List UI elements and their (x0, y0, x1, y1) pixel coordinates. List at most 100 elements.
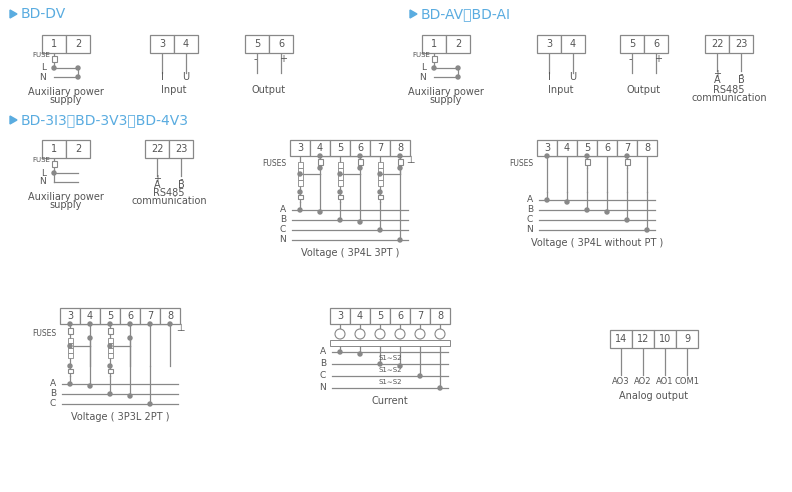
Circle shape (335, 329, 345, 339)
Circle shape (338, 172, 342, 176)
Bar (42, 140, 66, 158)
Circle shape (298, 208, 302, 212)
Polygon shape (10, 116, 17, 124)
Text: 8: 8 (397, 143, 403, 153)
Bar (169, 140, 193, 158)
Text: AO2: AO2 (634, 377, 652, 387)
Text: Input: Input (548, 85, 573, 95)
Text: 3: 3 (546, 39, 552, 49)
Circle shape (358, 166, 362, 170)
Text: Auxiliary power: Auxiliary power (408, 87, 484, 97)
Circle shape (398, 238, 402, 242)
Text: 6: 6 (357, 143, 363, 153)
Bar (557, 140, 577, 156)
Text: 8: 8 (644, 143, 650, 153)
Text: N: N (319, 383, 326, 393)
Bar (298, 174, 303, 180)
Text: 2: 2 (75, 39, 81, 49)
Circle shape (398, 154, 402, 158)
Bar (350, 140, 370, 156)
Text: 14: 14 (615, 334, 627, 344)
Text: Analog output: Analog output (619, 391, 688, 401)
Text: RS485: RS485 (714, 85, 744, 95)
Text: 4: 4 (317, 143, 323, 153)
Text: 5: 5 (377, 311, 383, 321)
Text: I: I (161, 72, 163, 82)
Text: 1: 1 (431, 39, 437, 49)
Text: BD-AV、BD-AI: BD-AV、BD-AI (421, 7, 511, 21)
Text: 5: 5 (337, 143, 343, 153)
Circle shape (108, 344, 112, 348)
Bar (108, 343, 112, 348)
Text: RS485: RS485 (153, 188, 185, 198)
Circle shape (625, 154, 629, 158)
Bar (80, 308, 100, 324)
Text: 4: 4 (87, 311, 93, 321)
Circle shape (88, 384, 92, 388)
Text: 4: 4 (183, 39, 189, 49)
Circle shape (418, 374, 422, 378)
Circle shape (378, 172, 382, 176)
Bar (108, 338, 112, 343)
Text: -: - (253, 54, 257, 64)
Bar (108, 348, 112, 353)
Text: 7: 7 (417, 311, 423, 321)
Circle shape (68, 344, 72, 348)
Bar (108, 369, 112, 373)
Text: C: C (320, 371, 326, 380)
Bar (318, 159, 322, 165)
Bar (410, 308, 430, 324)
Bar (67, 338, 73, 343)
Circle shape (108, 392, 112, 396)
Circle shape (298, 190, 302, 194)
Circle shape (338, 350, 342, 354)
Text: 2: 2 (455, 39, 461, 49)
Text: -: - (179, 174, 183, 184)
Text: 3: 3 (159, 39, 165, 49)
Bar (537, 140, 557, 156)
Text: L: L (421, 63, 426, 72)
Text: C: C (50, 400, 56, 408)
Bar (66, 35, 90, 53)
Text: FUSES: FUSES (262, 159, 286, 168)
Text: A: A (320, 347, 326, 357)
Text: Voltage ( 3P4L 3PT ): Voltage ( 3P4L 3PT ) (301, 248, 399, 258)
Bar (67, 343, 73, 348)
Text: +: + (153, 174, 161, 184)
Text: Auxiliary power: Auxiliary power (28, 87, 104, 97)
Circle shape (375, 329, 385, 339)
Text: 10: 10 (659, 334, 671, 344)
Bar (290, 140, 310, 156)
Circle shape (435, 329, 445, 339)
Text: Current: Current (371, 396, 409, 406)
Bar (378, 195, 383, 199)
Circle shape (378, 362, 382, 366)
Text: 4: 4 (357, 311, 363, 321)
Text: 3: 3 (67, 311, 73, 321)
Text: A: A (527, 195, 533, 205)
Bar (390, 308, 410, 324)
Text: supply: supply (50, 95, 82, 105)
Text: B: B (177, 180, 185, 190)
Bar (610, 330, 632, 348)
Circle shape (318, 210, 322, 214)
Text: A: A (280, 206, 286, 215)
Text: B: B (280, 215, 286, 224)
Bar (67, 328, 73, 334)
Text: 3: 3 (337, 311, 343, 321)
Bar (337, 195, 342, 199)
Text: 7: 7 (147, 311, 153, 321)
Bar (378, 180, 383, 186)
Circle shape (128, 394, 132, 398)
Bar (337, 180, 342, 186)
Circle shape (76, 66, 80, 70)
Bar (67, 369, 73, 373)
Text: 6: 6 (604, 143, 610, 153)
Text: BD-3I3、BD-3V3、BD-4V3: BD-3I3、BD-3V3、BD-4V3 (21, 113, 189, 127)
Text: N: N (40, 72, 46, 82)
Circle shape (168, 322, 172, 326)
Text: 8: 8 (437, 311, 443, 321)
Bar (446, 35, 470, 53)
Bar (51, 56, 56, 62)
Text: S1∼S2: S1∼S2 (379, 379, 402, 385)
